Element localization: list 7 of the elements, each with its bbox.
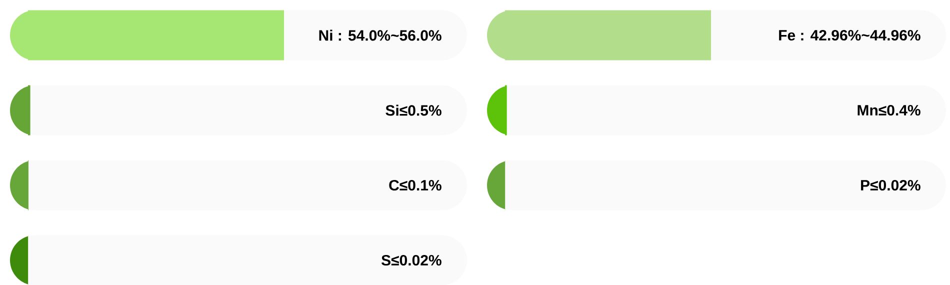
data-label: Fe : 42.96%~44.96% xyxy=(779,30,920,41)
data-label: Si≤0.5% xyxy=(386,104,442,116)
data-label: Ni : 54.0%~56.0% xyxy=(319,30,442,41)
data-label: P≤0.02% xyxy=(861,180,920,191)
data-label: C≤0.1% xyxy=(389,180,442,191)
data-label: Mn≤0.4% xyxy=(858,104,920,116)
data-label: S≤0.02% xyxy=(381,254,442,266)
